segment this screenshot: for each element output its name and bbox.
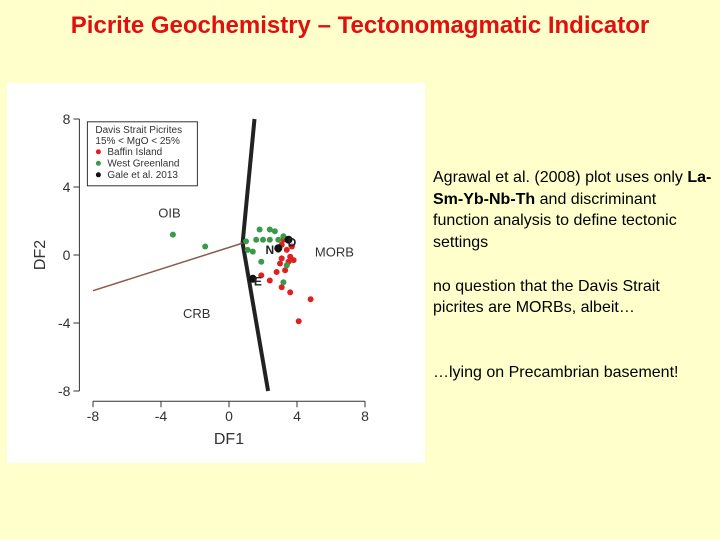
data-point <box>256 226 263 233</box>
y-tick-label: 8 <box>63 111 71 127</box>
data-point <box>271 228 278 235</box>
paragraph: no question that the Davis Strait picrit… <box>433 276 713 319</box>
data-point <box>169 231 176 238</box>
data-point <box>260 236 266 243</box>
legend-label: Baffin Island <box>107 147 162 158</box>
data-point <box>266 277 273 284</box>
legend-label: Gale et al. 2013 <box>107 170 178 181</box>
text: Agrawal et al. (2008) plot uses only <box>433 169 683 186</box>
y-tick-label: -4 <box>58 315 71 331</box>
boundary-line <box>92 242 243 292</box>
data-point <box>273 269 280 275</box>
data-point <box>202 243 209 250</box>
data-point <box>275 236 282 243</box>
x-tick-label: 0 <box>225 408 233 424</box>
data-point <box>258 258 265 265</box>
data-point <box>282 267 289 274</box>
legend-box <box>86 121 198 187</box>
x-axis-label: DF1 <box>214 431 244 448</box>
data-point <box>295 318 302 325</box>
legend-title: 15% < MgO < 25% <box>95 136 180 147</box>
legend-marker <box>95 172 101 178</box>
data-point <box>283 246 290 253</box>
slide-title: Picrite Geochemistry – Tectonomagmatic I… <box>70 12 650 39</box>
field-label: CRB <box>183 306 210 321</box>
paragraph: Agrawal et al. (2008) plot uses only La-… <box>433 167 713 254</box>
x-tick-label: -4 <box>155 408 168 424</box>
data-point <box>243 238 249 245</box>
boundary-line <box>240 118 271 392</box>
data-point <box>258 272 265 279</box>
data-point <box>290 257 297 264</box>
data-point <box>278 255 285 262</box>
legend-marker <box>95 149 101 155</box>
data-point <box>248 274 257 283</box>
x-tick-label: 4 <box>293 408 301 424</box>
text: and discriminant function analysis to de… <box>433 190 677 252</box>
point-label: D <box>288 235 297 249</box>
legend-label: West Greenland <box>107 158 179 169</box>
y-tick-label: 4 <box>63 179 71 195</box>
point-label: E <box>254 275 262 289</box>
paragraph: …lying on Precambrian basement! <box>433 362 713 384</box>
text: no question that the Davis Strait picrit… <box>433 277 660 317</box>
legend-marker <box>95 160 101 166</box>
data-point <box>278 284 285 291</box>
field-label: MORB <box>315 245 354 260</box>
data-point <box>266 236 273 243</box>
data-point <box>280 233 287 240</box>
text: …lying on Precambrian basement! <box>433 363 679 381</box>
y-tick-label: -8 <box>58 383 71 399</box>
chart-panel: -8 -4 0 4 8 -8 -4 0 4 8 DF1 DF2 OIB MORB CRB N D E Davis S… <box>7 83 425 463</box>
data-point <box>274 244 283 253</box>
y-axis-label: DF2 <box>32 240 49 270</box>
data-point <box>266 226 273 233</box>
data-point <box>287 289 294 296</box>
field-label: OIB <box>158 206 180 221</box>
data-point <box>249 248 256 255</box>
y-tick-label: 0 <box>63 247 71 263</box>
data-point <box>288 243 295 250</box>
bold-text: La-Sm-Yb-Nb-Th <box>433 169 712 208</box>
data-point <box>283 262 290 269</box>
data-point <box>277 260 283 267</box>
data-point <box>307 296 314 303</box>
x-tick-label: -8 <box>87 408 100 424</box>
data-point <box>244 246 251 253</box>
point-label: N <box>265 243 274 257</box>
chart: -8 -4 0 4 8 -8 -4 0 4 8 DF1 DF2 OIB MORB CRB ND E Davis S… <box>32 111 369 448</box>
data-point <box>253 236 260 243</box>
x-tick-label: 8 <box>361 408 369 424</box>
data-point <box>280 279 287 286</box>
notes: Agrawal et al. (2008) plot uses only La-… <box>433 167 713 405</box>
data-point <box>284 235 293 244</box>
legend-title: Davis Strait Picrites <box>95 125 182 136</box>
